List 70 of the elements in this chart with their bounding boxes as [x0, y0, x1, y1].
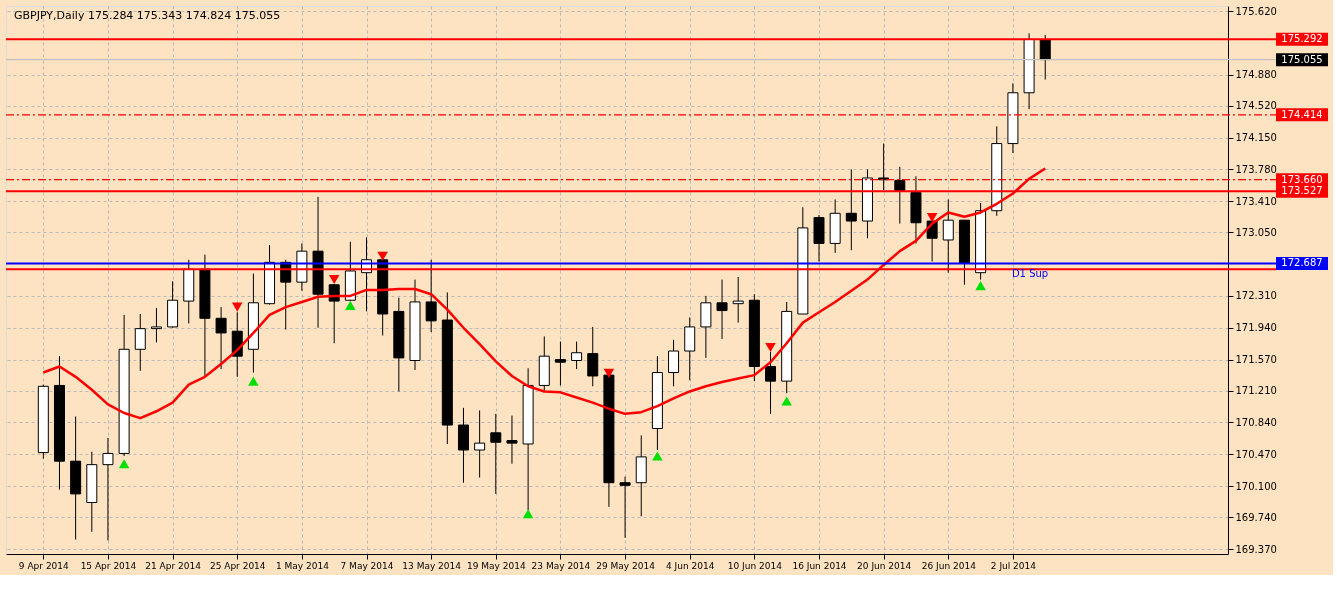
x-tick-label: 10 Jun 2014 — [727, 560, 783, 571]
y-tick-label: 174.880 — [1235, 69, 1277, 81]
x-tick-label: 21 Apr 2014 — [145, 560, 202, 571]
candlestick — [425, 259, 437, 333]
y-tick-label: 173.050 — [1235, 226, 1277, 238]
y-tick-label: 170.100 — [1235, 480, 1277, 492]
point — [652, 451, 663, 461]
ref-line-label: 173.660 — [1281, 173, 1323, 185]
candlestick — [1039, 34, 1051, 81]
y-tick-label: 175.620 — [1235, 5, 1277, 17]
candlestick — [490, 413, 502, 495]
y-tick-label: 169.370 — [1235, 543, 1277, 555]
x-tick-label: 4 Jun 2014 — [666, 560, 715, 571]
y-tick-label: 172.310 — [1235, 290, 1277, 302]
point — [603, 368, 615, 378]
x-tick-label: 15 Apr 2014 — [80, 560, 137, 571]
candlestick — [150, 307, 162, 343]
x-tick-label: 26 Jun 2014 — [921, 560, 977, 571]
point — [248, 376, 259, 386]
ref-line-label: 174.414 — [1281, 108, 1323, 120]
candlestick — [134, 313, 146, 372]
x-tick-label: 7 May 2014 — [340, 560, 394, 571]
candlestick — [845, 168, 857, 251]
candlestick — [102, 437, 114, 541]
y-tick-label: 169.740 — [1235, 511, 1277, 523]
chart-title: GBPJPY,Daily 175.284 175.343 174.824 175.055 — [14, 9, 281, 22]
point — [328, 275, 340, 285]
x-tick-label: 19 May 2014 — [466, 560, 526, 571]
point — [975, 281, 986, 291]
x-tick-label: 16 Jun 2014 — [792, 560, 847, 571]
x-tick-label: 2 Jul 2014 — [990, 560, 1037, 571]
candlestick — [619, 476, 631, 539]
candlestick — [942, 199, 954, 274]
candlestick — [587, 326, 599, 387]
point — [118, 459, 130, 469]
candlestick — [668, 339, 680, 387]
candlestick — [571, 341, 583, 370]
y-tick-label: 171.570 — [1235, 354, 1277, 366]
ref-line-label: 172.687 — [1281, 257, 1323, 269]
x-tick-label: 13 May 2014 — [402, 560, 462, 571]
y-tick-label: 170.470 — [1235, 448, 1277, 460]
x-tick-label: 25 Apr 2014 — [209, 560, 266, 571]
y-tick-label: 173.410 — [1235, 195, 1277, 207]
x-tick-label: 29 May 2014 — [596, 560, 656, 571]
x-tick-label: 1 May 2014 — [275, 560, 330, 571]
point — [926, 213, 938, 223]
ref-line-label: 173.527 — [1281, 185, 1323, 197]
candlestick — [506, 415, 518, 465]
x-tick-label: 23 May 2014 — [531, 560, 591, 571]
point — [345, 300, 356, 310]
y-tick-label: 173.780 — [1235, 163, 1277, 175]
ref-line-label: 175.292 — [1281, 33, 1323, 45]
y-tick-label: 171.210 — [1235, 385, 1277, 397]
x-tick-label: 20 Jun 2014 — [857, 560, 912, 571]
candlestick — [554, 341, 566, 386]
candlestick — [215, 306, 227, 370]
point — [765, 343, 776, 353]
point — [522, 509, 534, 519]
candlestick — [716, 279, 728, 340]
y-tick-label: 174.520 — [1235, 100, 1277, 112]
annotation: D1 Sup — [1011, 268, 1049, 280]
y-tick-label: 174.150 — [1235, 132, 1277, 144]
ref-line-label: 175.055 — [1281, 53, 1323, 65]
candlestick — [474, 409, 486, 479]
y-tick-label: 170.840 — [1235, 416, 1277, 428]
x-tick-label: 9 Apr 2014 — [18, 560, 70, 571]
y-tick-label: 171.940 — [1235, 322, 1277, 334]
point — [377, 251, 388, 261]
candlestick — [878, 143, 890, 191]
candlestick — [732, 276, 744, 324]
